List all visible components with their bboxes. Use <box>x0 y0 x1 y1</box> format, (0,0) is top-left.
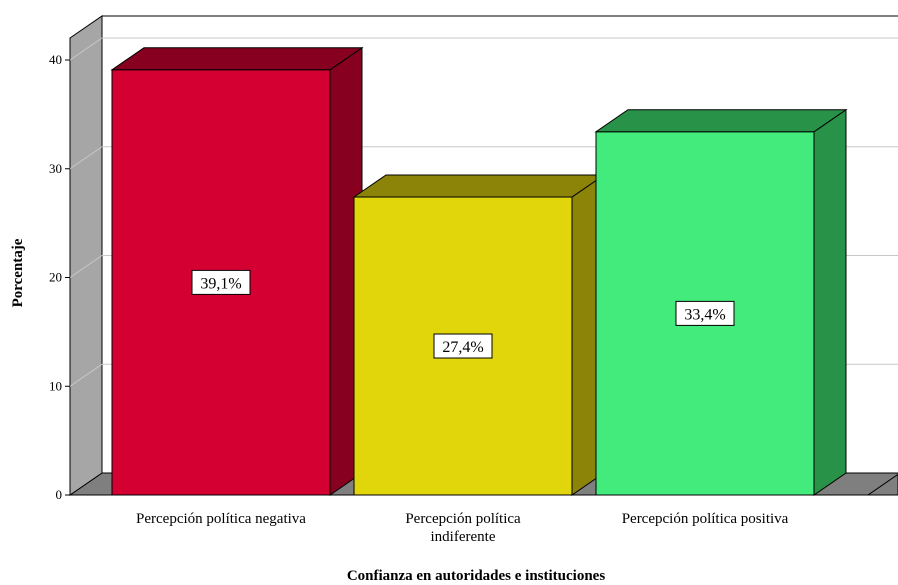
gridline-side <box>69 363 103 387</box>
data-label-text: 39,1% <box>200 275 241 292</box>
gridline-side <box>69 37 103 61</box>
left-wall <box>69 15 103 496</box>
gridline-side <box>69 146 103 170</box>
data-label-text: 33,4% <box>684 306 725 323</box>
data-label-text: 27,4% <box>442 339 483 356</box>
bar-side <box>813 108 847 496</box>
x-axis-title: Confianza en autoridades e instituciones <box>347 568 606 584</box>
x-tick-label: Percepción política negativa <box>136 511 306 527</box>
data-label: 39,1% <box>191 269 251 295</box>
bar-top <box>352 174 606 198</box>
y-axis-ticks: 0 10 20 30 40 <box>49 52 70 502</box>
y-tick-label: 0 <box>56 487 63 502</box>
data-label-box <box>191 269 251 295</box>
gridline-side <box>69 255 103 278</box>
y-tick-label: 10 <box>49 378 62 393</box>
y-tick-label: 40 <box>49 52 62 67</box>
bars <box>110 46 848 496</box>
x-axis-categories: Percepción política negativa Percepción p… <box>136 511 789 545</box>
data-labels: 39,1% 27,4% 33,4% <box>191 269 735 359</box>
x-tick-label: indiferente <box>431 529 496 545</box>
bar-top <box>110 47 364 71</box>
data-label-box <box>675 300 735 326</box>
y-tick-label: 20 <box>49 270 62 285</box>
y-axis-title: Porcentaje <box>10 238 26 307</box>
data-label: 27,4% <box>433 333 493 359</box>
x-tick-label: Percepción política <box>405 511 521 527</box>
data-label: 33,4% <box>675 300 735 326</box>
y-tick-label: 30 <box>49 161 62 176</box>
bar-top <box>594 109 848 133</box>
data-label-box <box>433 333 493 359</box>
x-tick-label: Percepción política positiva <box>622 511 789 527</box>
